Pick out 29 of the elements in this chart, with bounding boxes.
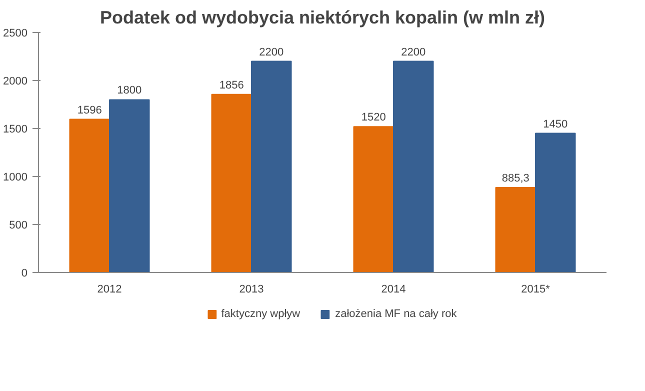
data-label: 1596	[77, 104, 102, 116]
legend-label: założenia MF na cały rok	[335, 308, 457, 320]
y-tick-label: 1000	[3, 172, 28, 184]
data-label: 2200	[259, 46, 284, 58]
x-tick-label: 2012	[97, 284, 122, 296]
y-tick-label: 2000	[3, 76, 28, 88]
y-tick-label: 2500	[3, 28, 28, 40]
bar	[535, 132, 576, 272]
bar	[393, 60, 434, 272]
data-label: 1520	[361, 112, 386, 124]
data-label: 2200	[401, 46, 426, 58]
x-tick-label: 2014	[381, 284, 406, 296]
bar	[69, 118, 110, 272]
bar	[109, 99, 150, 272]
bar	[353, 126, 394, 272]
data-label: 885,3	[502, 172, 530, 185]
x-tick-label: 2015*	[521, 284, 551, 296]
bar	[251, 60, 292, 272]
data-label: 1856	[219, 79, 244, 92]
y-tick-label: 500	[9, 220, 28, 232]
bar	[211, 94, 252, 272]
x-tick-label: 2013	[239, 284, 264, 296]
legend-label: faktyczny wpływ	[221, 308, 300, 320]
y-tick-label: 1500	[3, 124, 28, 136]
bar	[495, 187, 536, 272]
chart-title: Podatek od wydobycia niektórych kopalin (w mln zł)	[100, 8, 546, 28]
data-label: 1450	[543, 118, 568, 130]
data-label: 1800	[117, 84, 142, 97]
y-tick-label: 0	[21, 268, 28, 280]
